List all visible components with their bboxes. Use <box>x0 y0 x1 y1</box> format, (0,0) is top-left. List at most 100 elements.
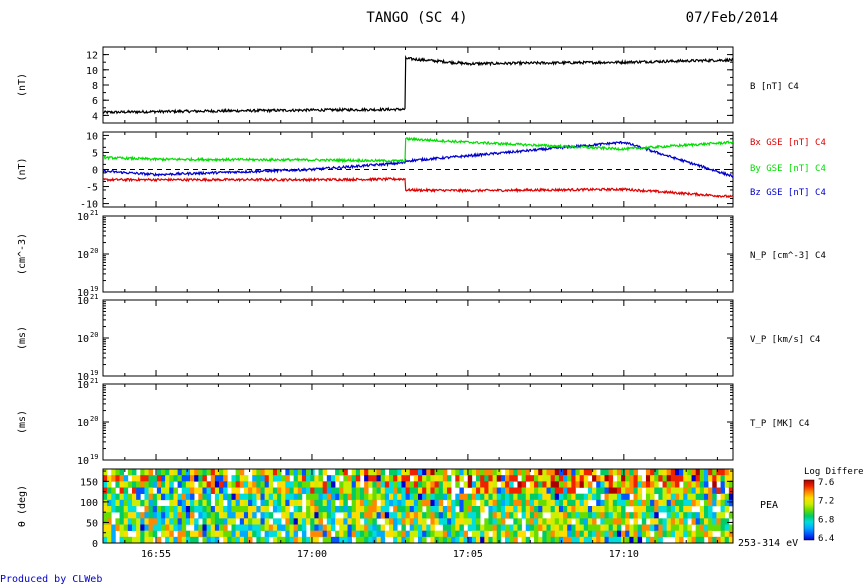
spectrogram-cell <box>107 487 112 494</box>
spectrogram-cell <box>625 475 630 482</box>
spectrogram-cell <box>339 518 344 525</box>
spectrogram-cell <box>708 512 713 519</box>
spectrogram-cell <box>277 487 282 494</box>
spectrogram-cell <box>558 487 564 494</box>
time-tick-label: 16:55 <box>141 549 171 560</box>
spectrogram-cell <box>666 487 672 494</box>
spectrogram-cell <box>662 524 667 531</box>
spectrogram-cell <box>654 524 659 531</box>
spectrogram-cell <box>554 536 560 544</box>
spectrogram-cell <box>169 512 174 519</box>
spectrogram-cell <box>107 530 112 538</box>
spectrogram-cell <box>281 499 286 507</box>
spectrogram-cell <box>181 493 187 501</box>
spectrogram-cell <box>567 493 572 501</box>
spectrogram-cell <box>202 536 207 544</box>
spectrogram-cell <box>219 481 224 488</box>
spectrogram-cell <box>235 469 241 476</box>
spectrogram-cell <box>471 493 477 501</box>
time-axis: 16:55 17:00 17:05 17:10 <box>141 549 639 560</box>
spectrogram-cell <box>728 530 734 538</box>
spectrogram-cell <box>612 499 618 507</box>
spectrogram-cell <box>571 524 576 531</box>
spectrogram-cell <box>670 493 676 501</box>
spectrogram-cell <box>326 536 332 544</box>
spectrogram-cell <box>505 499 510 507</box>
spectrogram-cell <box>521 499 527 507</box>
spectrogram-cell <box>447 536 452 544</box>
spectrogram-cell <box>173 512 178 519</box>
spectrogram-cell <box>347 493 352 501</box>
spectrogram-cell <box>699 493 705 501</box>
spectrogram-cell <box>579 506 585 513</box>
spectrogram-cell <box>351 518 357 525</box>
spectrogram-cell <box>359 469 365 476</box>
spectrogram-cell <box>488 512 493 519</box>
produced-by-credit[interactable]: Produced by CLWeb <box>0 574 102 584</box>
panel-legend: V_P [km/s] C4 <box>750 335 820 345</box>
spectrogram-cell <box>347 518 352 525</box>
spectrogram-cell <box>281 493 286 501</box>
spectrogram-cell <box>708 518 713 525</box>
spectrogram-cell <box>571 530 576 538</box>
spectrogram-cell <box>459 536 464 544</box>
spectrogram-cell <box>190 469 195 476</box>
spectrogram-cell <box>442 506 448 513</box>
spectrogram-cell <box>467 512 473 519</box>
spectrogram-cell <box>422 493 427 501</box>
spectrogram-cell <box>674 481 680 488</box>
spectrogram-cell <box>558 530 564 538</box>
spectrogram-cell <box>616 481 622 488</box>
spectrogram-cell <box>206 499 212 507</box>
spectrogram-cell <box>600 524 605 531</box>
spectrogram-cell <box>293 469 299 476</box>
spectrogram-cell <box>264 518 270 525</box>
spectrogram-cell <box>683 487 688 494</box>
spectrogram-cell <box>219 487 224 494</box>
spectrogram-cell <box>422 475 427 482</box>
spectrogram-cell <box>674 536 680 544</box>
spectrogram-cell <box>181 506 187 513</box>
spectrogram-cell <box>372 518 377 525</box>
spectrogram-cell <box>608 469 614 476</box>
spectrogram-cell <box>476 518 481 525</box>
spectrogram-cell <box>476 512 481 519</box>
spectrogram-cell <box>409 512 415 519</box>
spectrogram-cell <box>662 493 667 501</box>
spectrogram-cell <box>695 493 701 501</box>
spectrogram-cell <box>633 475 638 482</box>
spectrogram-cell <box>289 530 294 538</box>
spectrogram-cell <box>496 493 502 501</box>
spectrogram-cell <box>388 518 394 525</box>
spectrogram-cell <box>413 499 419 507</box>
spectrogram-cell <box>376 506 381 513</box>
spectrogram-cell <box>650 481 655 488</box>
spectrogram-cell <box>418 469 423 476</box>
spectrogram-cell <box>380 506 386 513</box>
spectrogram-cell <box>239 475 245 482</box>
spectrogram-cell <box>442 536 448 544</box>
spectrogram-cell <box>438 499 444 507</box>
spectrogram-cell <box>451 469 456 476</box>
spectrogram-cell <box>136 499 141 507</box>
spectrogram-cell <box>434 475 440 482</box>
spectrogram-cell <box>459 469 464 476</box>
spectrogram-cell <box>525 512 531 519</box>
spectrogram-cell <box>268 493 274 501</box>
spectrogram-cell <box>418 530 423 538</box>
spectrogram-cell <box>152 512 158 519</box>
spectrogram-cell <box>488 499 493 507</box>
spectrogram-cell <box>434 499 440 507</box>
spectrogram-cell <box>525 506 531 513</box>
spectrogram-cell <box>670 469 676 476</box>
spectrogram-cell <box>111 493 116 501</box>
spectrogram-cell <box>567 469 572 476</box>
spectrogram-cell <box>596 524 601 531</box>
spectrogram-cell <box>335 518 340 525</box>
spectrogram-cell <box>492 524 498 531</box>
spectrogram-cell <box>476 524 481 531</box>
spectrogram-cell <box>289 499 294 507</box>
spectrogram-cell <box>227 536 232 544</box>
spectrogram-cell <box>393 512 398 519</box>
spectrogram-cell <box>488 475 493 482</box>
